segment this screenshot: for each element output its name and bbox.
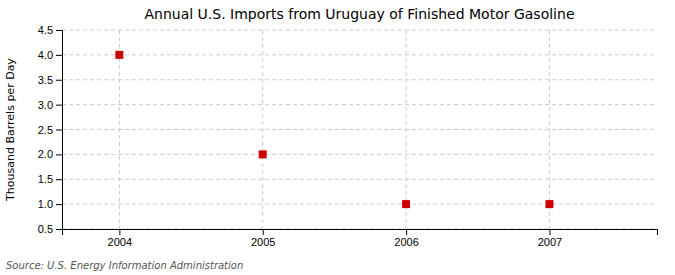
plot-area: 2004 2005 2006 2007 0.5 1.0 1.5 2.0 2.5 3.0 3.5 4.0… (38, 24, 658, 248)
grid-line-y (62, 179, 657, 180)
tick: 2006 (394, 229, 418, 248)
tick-label: 0.5 (38, 223, 53, 235)
y-axis-label: Thousand Barrels per Day (4, 58, 17, 202)
tick-mark (56, 80, 62, 81)
tick-label: 1.0 (38, 198, 53, 210)
chart-root: 2004 2005 2006 2007 0.5 1.0 1.5 2.0 2.5 3.0 3.5 4.0… (0, 0, 675, 275)
grid-line-x (406, 30, 407, 229)
tick-label: 2004 (108, 236, 132, 248)
tick-label: 2005 (251, 236, 275, 248)
tick-mark (56, 179, 62, 180)
point (259, 150, 267, 158)
tick-label: 3.0 (38, 99, 53, 111)
tick-mark (263, 229, 264, 235)
tick-mark (56, 55, 62, 56)
tick-label: 4.5 (38, 24, 53, 36)
tick: 4.5 (38, 24, 62, 36)
grid-line-y (62, 204, 657, 205)
grid-line-y (62, 79, 657, 80)
tick-mark (56, 105, 62, 106)
tick: 2004 (108, 229, 132, 248)
tick-label: 2.5 (38, 124, 53, 136)
grid (62, 30, 657, 229)
tick-mark (549, 229, 550, 235)
grid-line-x (262, 30, 263, 229)
tick-label: 4.0 (38, 49, 53, 61)
grid-line-y (62, 30, 657, 31)
tick-mark (406, 229, 407, 235)
tick: 1.5 (38, 173, 62, 185)
tick-mark (56, 130, 62, 131)
y-axis: 0.5 1.0 1.5 2.0 2.5 3.0 3.5 4.0 4.5 (38, 24, 63, 235)
point (402, 200, 410, 208)
marks (115, 51, 553, 208)
tick: 3.0 (38, 99, 62, 111)
tick: 2007 (538, 229, 562, 248)
grid-line-x (119, 30, 120, 229)
tick: 0.5 (38, 223, 62, 235)
x-axis: 2004 2005 2006 2007 (63, 229, 658, 248)
axis-line (63, 230, 658, 236)
point (545, 200, 553, 208)
grid-line-x (549, 30, 550, 229)
tick-mark (56, 229, 62, 230)
axis-line (56, 31, 63, 230)
tick-mark (119, 229, 120, 235)
tick-mark (56, 154, 62, 155)
tick: 2.0 (38, 148, 62, 160)
tick: 3.5 (38, 74, 62, 86)
tick: 4.0 (38, 49, 62, 61)
tick-mark (56, 204, 62, 205)
grid-line-y (62, 54, 657, 55)
grid-line-y (62, 129, 657, 130)
tick-mark (56, 30, 62, 31)
grid-line-y (62, 154, 657, 155)
tick: 2005 (251, 229, 275, 248)
point (115, 51, 123, 59)
tick-label: 2007 (538, 236, 562, 248)
tick-label: 1.5 (38, 173, 53, 185)
tick-label: 3.5 (38, 74, 53, 86)
tick: 1.0 (38, 198, 62, 210)
source-note: Source: U.S. Energy Information Administ… (6, 260, 243, 271)
title: Annual U.S. Imports from Uruguay of Fini… (145, 6, 575, 22)
tick: 2.5 (38, 124, 62, 136)
tick-label: 2006 (394, 236, 418, 248)
tick-label: 2.0 (38, 148, 53, 160)
grid-line-y (62, 104, 657, 105)
